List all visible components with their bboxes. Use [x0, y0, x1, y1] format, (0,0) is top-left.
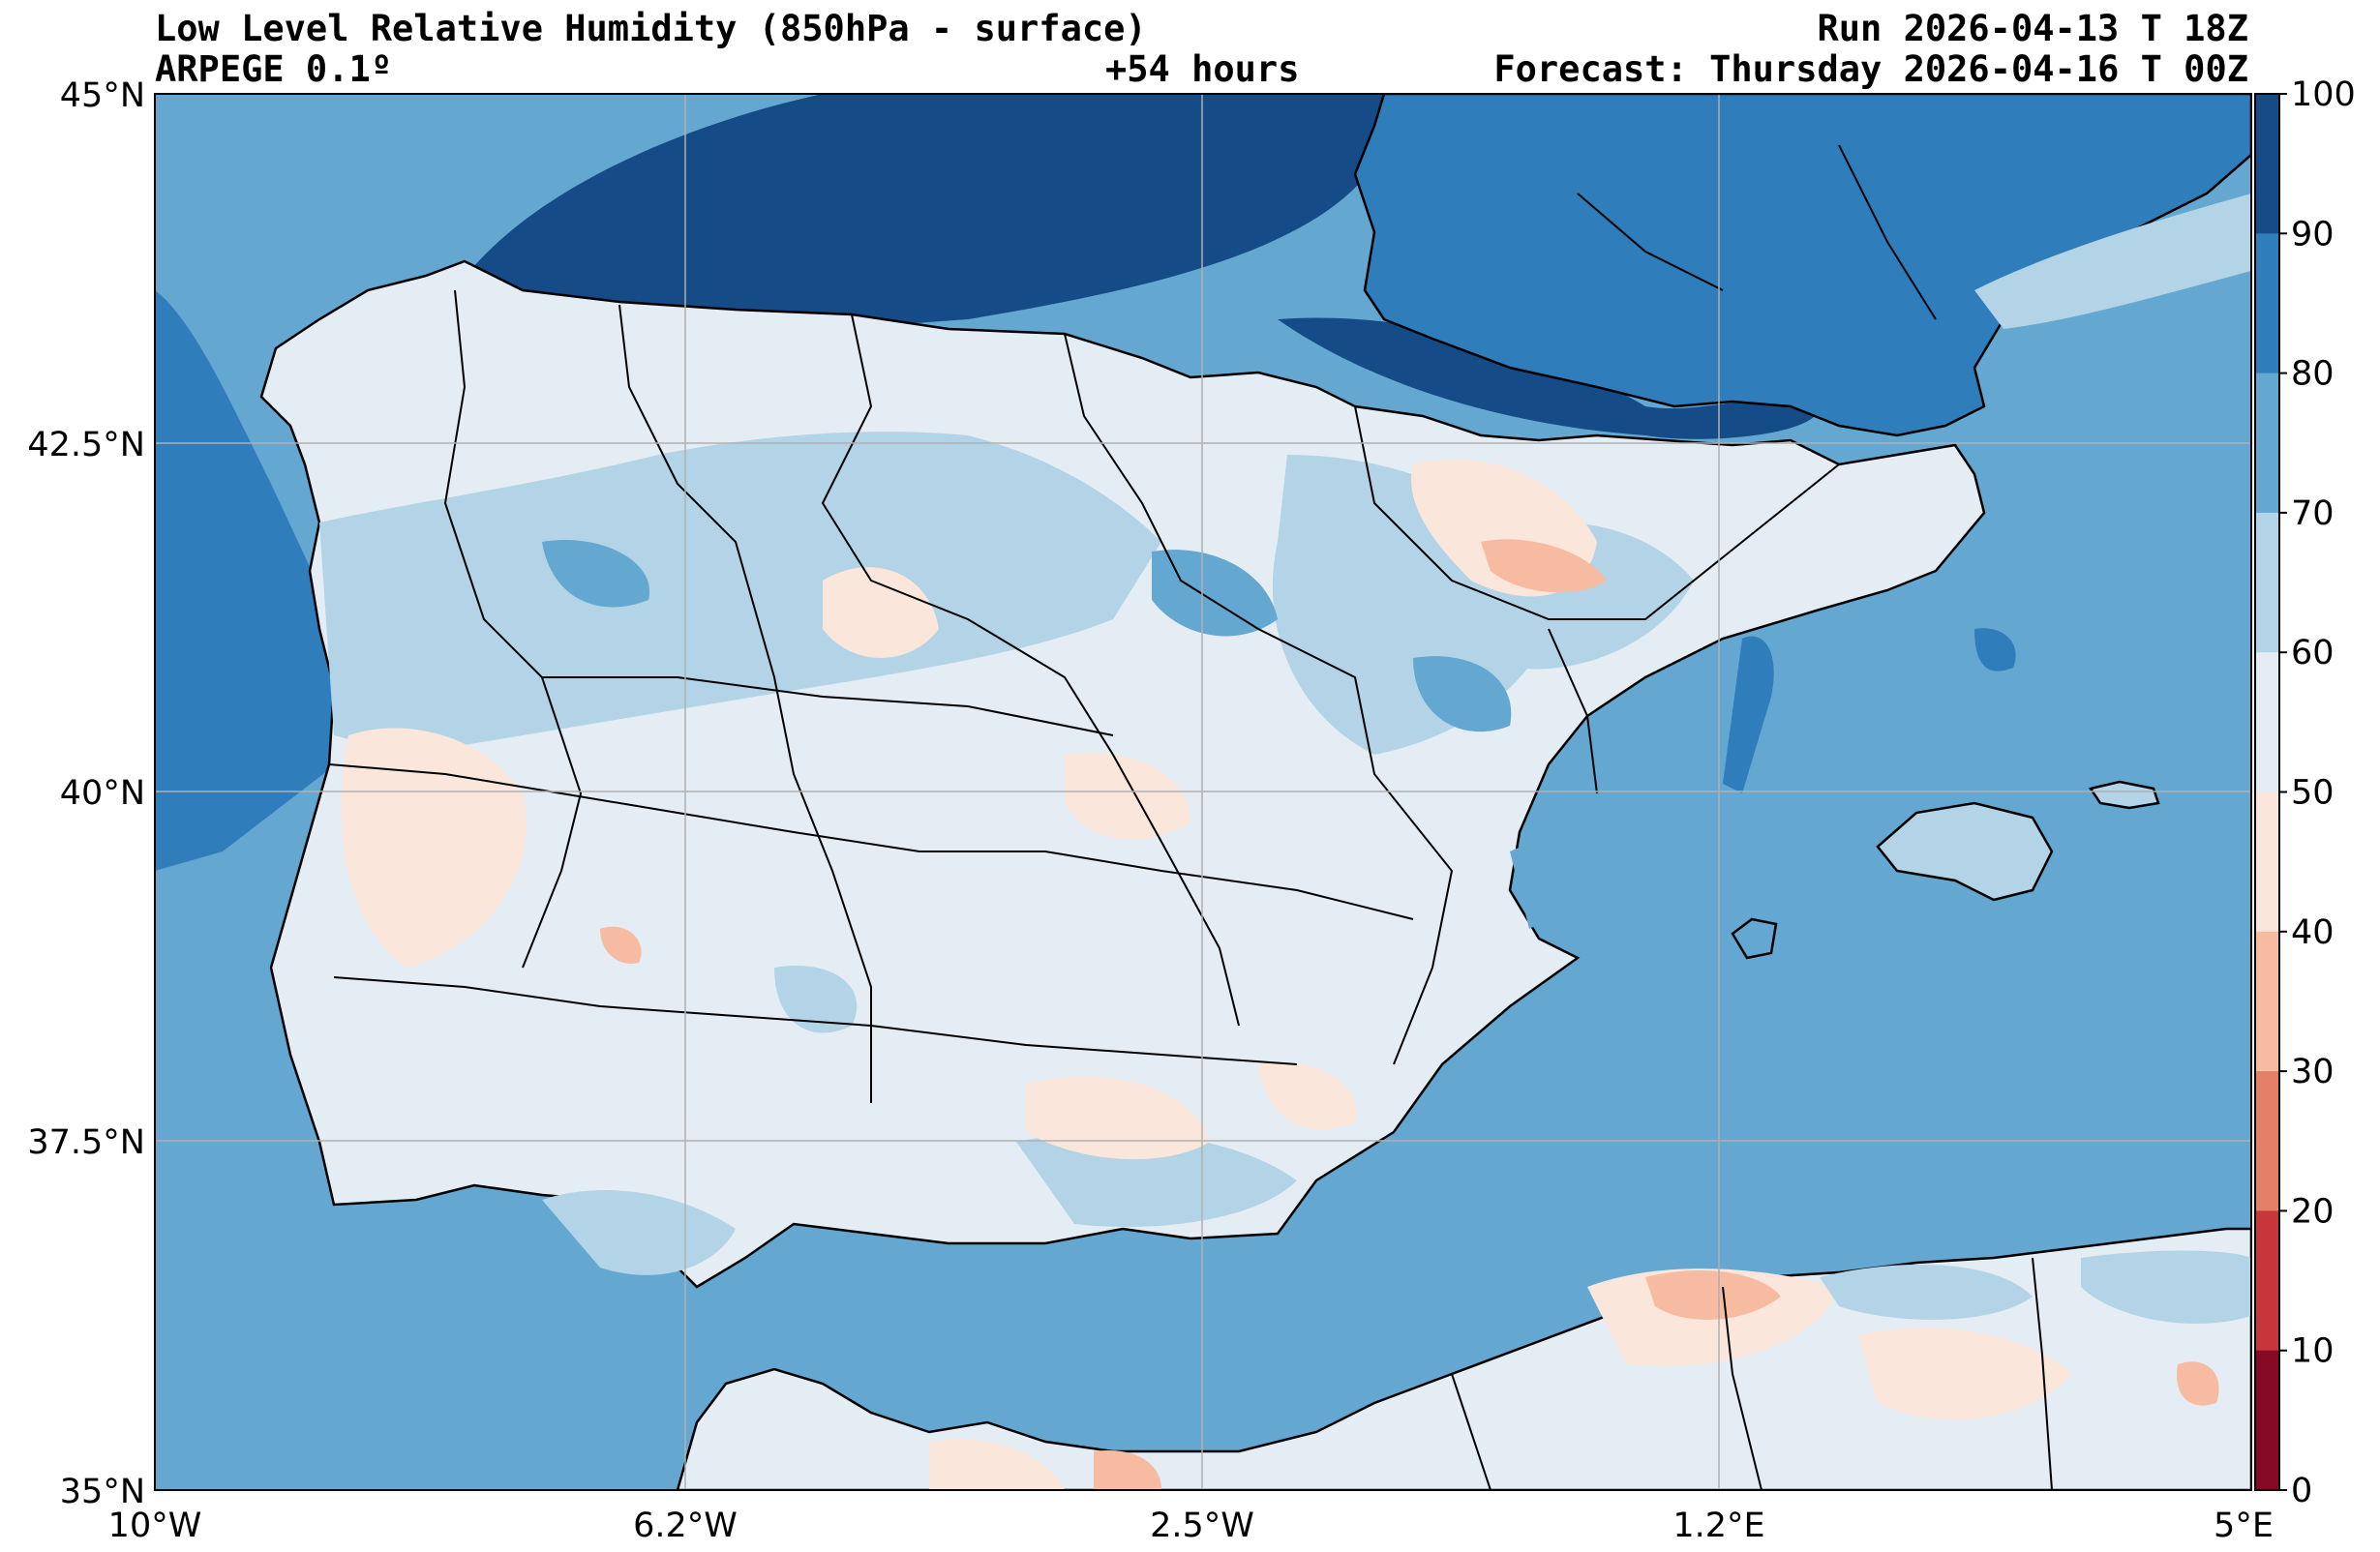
mallorca	[1876, 801, 2054, 902]
map-frame	[154, 93, 2252, 1491]
dry-patches-30-40	[600, 539, 1607, 964]
lat-tick-label: 40°N	[60, 774, 145, 813]
colorbar-swatch	[2255, 931, 2279, 1072]
mediterranean-moist-streak	[1723, 636, 1774, 793]
lat-tick-label: 37.5°N	[27, 1123, 145, 1162]
france-coastal-dry	[1974, 194, 2251, 329]
mediterranean-moist-spot	[1974, 628, 2016, 672]
pyrenees-core	[1278, 317, 1820, 439]
colorbar-tick-label: 100	[2291, 75, 2356, 114]
colorbar-swatch	[2255, 233, 2279, 374]
colorbar-swatch	[2255, 1350, 2279, 1491]
colorbar-tick-label: 40	[2291, 913, 2335, 952]
lon-tick-label: 1.2°E	[1672, 1507, 1764, 1545]
lon-tick-label: 10°W	[108, 1507, 202, 1545]
colorbar-tick-label: 20	[2291, 1192, 2335, 1231]
lon-tick-label: 6.2°W	[633, 1507, 738, 1545]
ibiza	[1731, 917, 1778, 960]
colorbar-swatch	[2255, 652, 2279, 792]
forecast-valid-time: Forecast: Thursday 2026-04-16 T 00Z	[1493, 48, 2248, 90]
run-time: Run 2026-04-13 T 18Z	[1817, 8, 2248, 49]
colorbar-tick-label: 90	[2291, 215, 2335, 254]
lon-tick-label: 5°E	[2214, 1507, 2274, 1545]
lon-axis: 10°W 6.2°W 2.5°W 1.2°E 5°E	[108, 1507, 2274, 1545]
lat-tick-label: 45°N	[60, 76, 145, 115]
colorbar-tick-label: 30	[2291, 1053, 2335, 1091]
model-name: ARPEGE 0.1º	[155, 48, 393, 90]
lat-axis: 45°N 42.5°N 40°N 37.5°N 35°N	[27, 76, 145, 1511]
colorbar-tick-label: 50	[2291, 774, 2335, 813]
moist-pockets-70-80	[542, 540, 1589, 929]
atlantic-moist-west	[155, 290, 348, 871]
map-plot-area	[155, 94, 2251, 1490]
colorbar-tick-label: 60	[2291, 634, 2335, 672]
colorbar-tick-label: 80	[2291, 355, 2335, 394]
map-title: Low Level Relative Humidity (850hPa - su…	[155, 8, 1147, 49]
lat-tick-label: 42.5°N	[27, 426, 145, 464]
menorca	[2088, 780, 2160, 810]
lead-time: +54 hours	[1105, 48, 1300, 90]
lon-tick-label: 2.5°W	[1150, 1507, 1254, 1545]
colorbar-swatch	[2255, 1210, 2279, 1352]
colorbar-swatch	[2255, 373, 2279, 514]
colorbar-tick-label: 70	[2291, 494, 2335, 533]
lat-tick-label: 35°N	[60, 1473, 145, 1511]
admin-borders	[328, 144, 2053, 1490]
colorbar-tick-label: 10	[2291, 1332, 2335, 1371]
africa-dry-30-40	[1094, 1269, 2219, 1490]
colorbar-swatch	[2255, 512, 2279, 653]
colorbar-swatch	[2255, 94, 2279, 234]
colorbar-swatch	[2255, 1071, 2279, 1211]
africa-moist-60-70	[1820, 1250, 2251, 1325]
graticule	[155, 94, 2251, 1490]
colorbar-tick-label: 0	[2291, 1472, 2312, 1510]
colorbar-swatch	[2255, 791, 2279, 933]
